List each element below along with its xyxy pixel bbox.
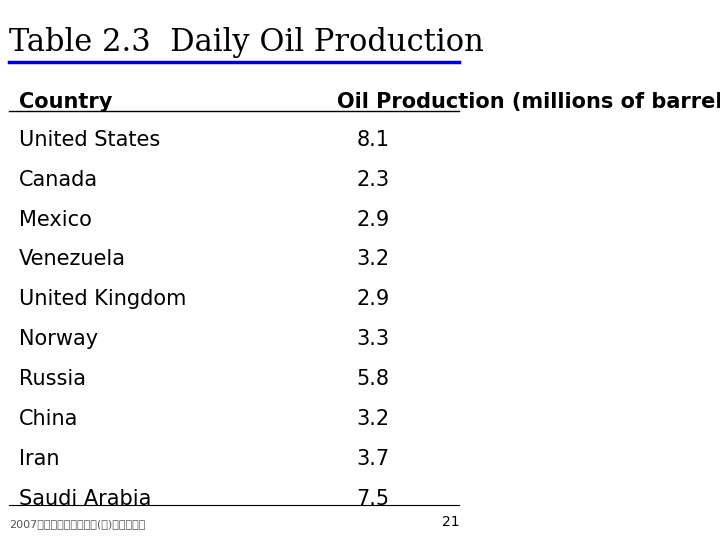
Text: 3.2: 3.2	[356, 409, 390, 429]
Text: Oil Production (millions of barrels): Oil Production (millions of barrels)	[338, 92, 720, 112]
Text: 2.9: 2.9	[356, 210, 390, 230]
Text: Country: Country	[19, 92, 112, 112]
Text: 3.3: 3.3	[356, 329, 390, 349]
Text: Iran: Iran	[19, 449, 59, 469]
Text: Canada: Canada	[19, 170, 98, 190]
Text: Table 2.3  Daily Oil Production: Table 2.3 Daily Oil Production	[9, 27, 485, 58]
Text: United Kingdom: United Kingdom	[19, 289, 186, 309]
Text: 2.3: 2.3	[356, 170, 390, 190]
Text: 2.9: 2.9	[356, 289, 390, 309]
Text: 5.8: 5.8	[356, 369, 390, 389]
Text: Russia: Russia	[19, 369, 86, 389]
Text: 2007會計資訊系統統計學(一)上課投影片: 2007會計資訊系統統計學(一)上課投影片	[9, 519, 145, 529]
Text: 3.2: 3.2	[356, 249, 390, 269]
Text: 7.5: 7.5	[356, 489, 390, 509]
Text: 21: 21	[442, 515, 459, 529]
Text: 3.7: 3.7	[356, 449, 390, 469]
Text: United States: United States	[19, 130, 160, 150]
Text: China: China	[19, 409, 78, 429]
Text: Venezuela: Venezuela	[19, 249, 126, 269]
Text: Mexico: Mexico	[19, 210, 91, 230]
Text: Saudi Arabia: Saudi Arabia	[19, 489, 151, 509]
Text: Norway: Norway	[19, 329, 98, 349]
Text: 8.1: 8.1	[356, 130, 390, 150]
